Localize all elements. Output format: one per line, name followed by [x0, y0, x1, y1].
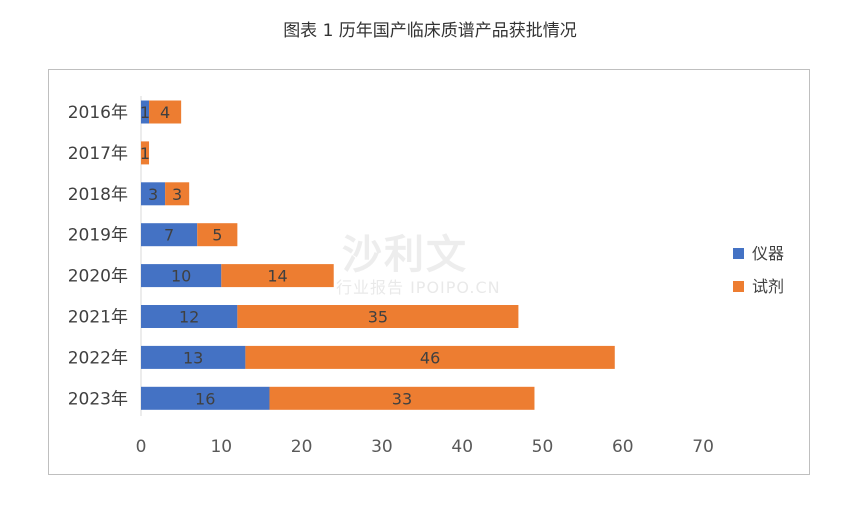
legend-label: 仪器 [752, 244, 784, 263]
bar-instrument [141, 264, 222, 288]
chart-title: 图表 1 历年国产临床质谱产品获批情况 [283, 21, 577, 41]
y-tick-label: 2019年 [68, 226, 128, 246]
y-tick-label: 2020年 [68, 267, 128, 287]
bar-reagent [149, 100, 182, 124]
bar-instrument [141, 182, 166, 206]
data-label: 4 [160, 103, 170, 122]
data-label: 16 [195, 389, 215, 408]
bar-reagent [141, 141, 150, 165]
data-label: 5 [212, 226, 222, 245]
y-tick-label: 2017年 [68, 144, 128, 164]
x-tick-label: 50 [532, 437, 554, 457]
chart-frame [48, 69, 810, 475]
x-tick-label: 70 [692, 437, 714, 457]
bar-reagent [237, 305, 519, 328]
x-tick-label: 10 [210, 437, 232, 457]
x-tick-label: 0 [136, 437, 147, 457]
bar-reagent [165, 182, 190, 206]
x-tick-label: 60 [612, 437, 634, 457]
legend-swatch [733, 248, 744, 259]
bar-reagent [245, 345, 615, 369]
bar-instrument [141, 223, 198, 247]
bar-instrument [141, 345, 246, 369]
legend-label: 试剂 [752, 277, 784, 296]
x-tick-label: 40 [451, 437, 473, 457]
y-tick-label: 2021年 [68, 308, 128, 328]
data-label: 12 [179, 308, 199, 327]
bar-instrument [141, 305, 238, 328]
x-tick-label: 20 [291, 437, 313, 457]
y-tick-label: 2016年 [68, 103, 128, 123]
x-tick-label: 30 [371, 437, 393, 457]
legend-swatch [733, 281, 744, 292]
data-label: 7 [164, 226, 174, 245]
data-label: 46 [420, 348, 440, 367]
y-tick-label: 2023年 [68, 389, 128, 409]
data-label: 1 [140, 103, 150, 122]
bar-instrument [141, 386, 270, 410]
bar-reagent [197, 223, 238, 247]
data-label: 13 [183, 348, 203, 367]
data-label: 10 [171, 267, 191, 286]
data-label: 35 [368, 308, 388, 327]
bar-reagent [221, 264, 334, 288]
bar-reagent [269, 386, 535, 410]
data-label: 1 [140, 144, 150, 163]
y-tick-label: 2018年 [68, 185, 128, 205]
data-label: 14 [267, 267, 287, 286]
data-label: 3 [172, 185, 182, 204]
data-label: 33 [392, 389, 412, 408]
y-tick-label: 2022年 [68, 348, 128, 368]
data-label: 3 [148, 185, 158, 204]
bar-instrument [141, 100, 150, 124]
